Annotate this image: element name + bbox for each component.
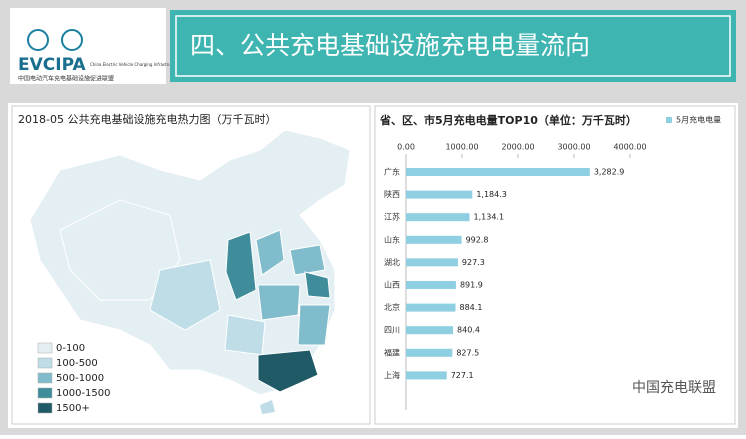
value-label: 3,282.9 — [594, 168, 625, 177]
y-tick-label: 福建 — [384, 347, 400, 357]
province — [255, 229, 285, 276]
title-frame — [175, 15, 731, 77]
x-tick-label: 1000.00 — [445, 143, 478, 152]
bar — [406, 190, 473, 199]
slide-title: 四、公共充电基础设施充电电量流向 — [190, 31, 590, 60]
chart-title: 省、区、市5月充电电量TOP10（单位：万千瓦时） — [379, 113, 637, 127]
province — [257, 349, 319, 393]
bar — [406, 235, 462, 244]
value-label: 827.5 — [456, 348, 479, 357]
y-tick-label: 江苏 — [384, 212, 400, 222]
bar — [406, 303, 456, 312]
y-tick-label: 陕西 — [384, 189, 400, 199]
bar — [406, 371, 447, 380]
legend-swatch — [37, 387, 53, 399]
legend-swatch — [37, 342, 53, 354]
watermark: 中国充电联盟 — [632, 380, 716, 396]
province — [289, 244, 326, 276]
logo-icon — [27, 29, 49, 51]
map — [29, 129, 351, 414]
y-tick-label: 湖北 — [384, 258, 400, 267]
y-tick-label: 北京 — [384, 302, 400, 312]
value-label: 727.1 — [451, 371, 474, 380]
x-tick-label: 0.00 — [397, 143, 415, 152]
x-tick-label: 3000.00 — [557, 143, 590, 152]
province — [224, 314, 266, 356]
legend-label: 500-1000 — [56, 373, 104, 384]
island — [260, 400, 275, 414]
legend-label: 5月充电电量 — [676, 115, 721, 125]
value-label: 992.8 — [466, 235, 489, 244]
chart-panel — [374, 105, 736, 425]
logo-icon — [61, 29, 83, 51]
x-tick-label: 4000.00 — [613, 143, 646, 152]
y-tick-label: 上海 — [384, 370, 400, 380]
legend-label: 100-500 — [56, 358, 98, 369]
legend-swatch — [666, 117, 672, 123]
bar — [406, 326, 454, 335]
y-tick-label: 广东 — [384, 167, 400, 177]
value-label: 927.3 — [462, 258, 485, 267]
logo-en: China Electric Vehicle Charging Infrastr… — [90, 62, 220, 67]
bar — [406, 348, 453, 357]
province — [304, 271, 331, 299]
province — [297, 304, 331, 346]
province — [149, 259, 221, 331]
province — [257, 284, 301, 321]
legend-swatch — [37, 402, 53, 414]
map-panel — [11, 105, 371, 425]
map-title: 2018-05 公共充电基础设施充电热力图（万千瓦时） — [18, 112, 276, 126]
value-label: 891.9 — [460, 281, 483, 290]
value-label: 1,134.1 — [474, 213, 505, 222]
province — [225, 231, 257, 301]
logo-cn: 中国电动汽车充电基础设施促进联盟 — [18, 75, 114, 83]
map-legend: 0-100 100-500 500-1000 1000-1500 1500+ — [37, 342, 111, 414]
x-tick-label: 2000.00 — [501, 143, 534, 152]
china-outline — [29, 129, 351, 396]
value-label: 840.4 — [457, 326, 480, 335]
title-band — [170, 10, 736, 82]
legend-swatch — [37, 357, 53, 369]
legend-swatch — [37, 372, 53, 384]
value-label: 884.1 — [460, 303, 483, 312]
logo-box — [10, 8, 166, 84]
y-tick-label: 山东 — [384, 234, 400, 244]
bar — [406, 258, 458, 267]
y-tick-label: 四川 — [384, 326, 400, 335]
bar — [406, 213, 470, 222]
y-tick-label: 山西 — [384, 280, 400, 290]
legend-label: 1500+ — [56, 403, 90, 414]
bar — [406, 281, 456, 289]
legend-label: 1000-1500 — [56, 388, 111, 399]
bar — [406, 168, 590, 176]
value-label: 1,184.3 — [476, 190, 507, 199]
logo-text: EVCIPA — [18, 55, 86, 75]
legend-label: 0-100 — [56, 343, 85, 354]
